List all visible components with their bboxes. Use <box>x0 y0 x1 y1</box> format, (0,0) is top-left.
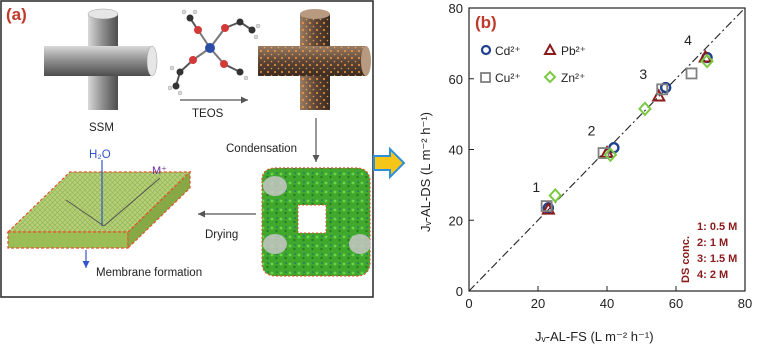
point-labels-layer: 1 2 3 4 <box>532 32 692 195</box>
ds-conc-line-2: 2: 1 M <box>697 237 728 249</box>
water-label: H₂O <box>89 149 111 161</box>
x-tick-label: 0 <box>465 296 472 311</box>
transition-arrow-icon <box>373 146 406 180</box>
ds-conc-line-3: 3: 1.5 M <box>697 253 737 265</box>
x-tick-label: 80 <box>738 296 752 311</box>
y-axis-title: Jᵥ-AL-DS (L m⁻² h⁻¹) <box>418 112 433 232</box>
data-point-square <box>540 200 553 213</box>
y-tick-label: 0 <box>456 284 463 299</box>
data-point-triangle <box>651 88 666 102</box>
data-point-diamond <box>638 101 652 117</box>
metal-ion-label: M⁺ <box>152 165 167 177</box>
legend-marker-cu <box>480 72 491 83</box>
x-tick-label: 20 <box>531 296 545 311</box>
y-tick-label: 20 <box>449 213 463 228</box>
panel-a-tag: (a) <box>6 5 27 24</box>
data-point-diamond <box>548 188 563 203</box>
group-number-label: 4 <box>684 32 692 48</box>
legend-marker-pb <box>543 42 557 55</box>
condensation-label: Condensation <box>226 143 297 155</box>
y-tick-label: 60 <box>449 72 463 87</box>
legend-label-cu: Cu²⁺ <box>495 71 521 85</box>
x-axis-title: Jᵥ-AL-FS (L m⁻² h⁻¹) <box>535 329 654 344</box>
data-point-square <box>597 147 610 159</box>
legend-label-cd: Cd²⁺ <box>495 44 521 58</box>
data-marks-layer <box>540 49 714 215</box>
ds-conc-line-1: 1: 0.5 M <box>697 221 737 233</box>
x-tick-label: 60 <box>669 296 683 311</box>
data-point-square <box>685 67 698 80</box>
group-number-label: 3 <box>639 66 647 82</box>
data-point-diamond <box>700 53 714 69</box>
ds-conc-title: DS conc. <box>680 236 692 283</box>
x-tick-label: 40 <box>600 296 614 311</box>
axis-ticks-layer: 0 20 40 60 80 0 20 40 60 80 <box>449 1 753 311</box>
group-number-label: 1 <box>532 179 540 195</box>
data-point-circle <box>659 81 672 94</box>
y-tick-label: 40 <box>449 143 463 158</box>
panel-b-tag: (b) <box>475 13 497 32</box>
ion-path-line <box>65 199 105 227</box>
ds-conc-line-4: 4: 2 M <box>697 269 728 281</box>
condensed-cross-illustration <box>261 167 371 277</box>
chart-legend: Cd²⁺ Pb²⁺ Cu²⁺ Zn²⁺ <box>480 42 586 85</box>
coated-cross-illustration <box>258 9 371 110</box>
membrane-slab-illustration <box>6 170 192 250</box>
group-number-label: 2 <box>588 122 596 138</box>
legend-label-pb: Pb²⁺ <box>561 44 586 58</box>
data-point-square <box>656 83 669 96</box>
teos-molecule-illustration <box>167 9 261 96</box>
ion-path-line-2 <box>103 177 161 227</box>
ssm-label: SSM <box>89 122 114 134</box>
legend-marker-zn <box>543 70 557 84</box>
membrane-formation-label: Membrane formation <box>96 267 202 279</box>
identity-line <box>468 7 746 292</box>
ds-concentration-annotation: DS conc. 1: 0.5 M 2: 1 M 3: 1.5 M 4: 2 M <box>680 221 737 283</box>
legend-marker-cd <box>480 44 492 56</box>
ssm-cross-illustration <box>44 8 158 110</box>
y-tick-label: 80 <box>449 1 463 16</box>
drying-label: Drying <box>205 229 238 241</box>
teos-label: TEOS <box>192 108 224 120</box>
data-point-diamond <box>603 147 618 163</box>
legend-label-zn: Zn²⁺ <box>561 71 585 85</box>
